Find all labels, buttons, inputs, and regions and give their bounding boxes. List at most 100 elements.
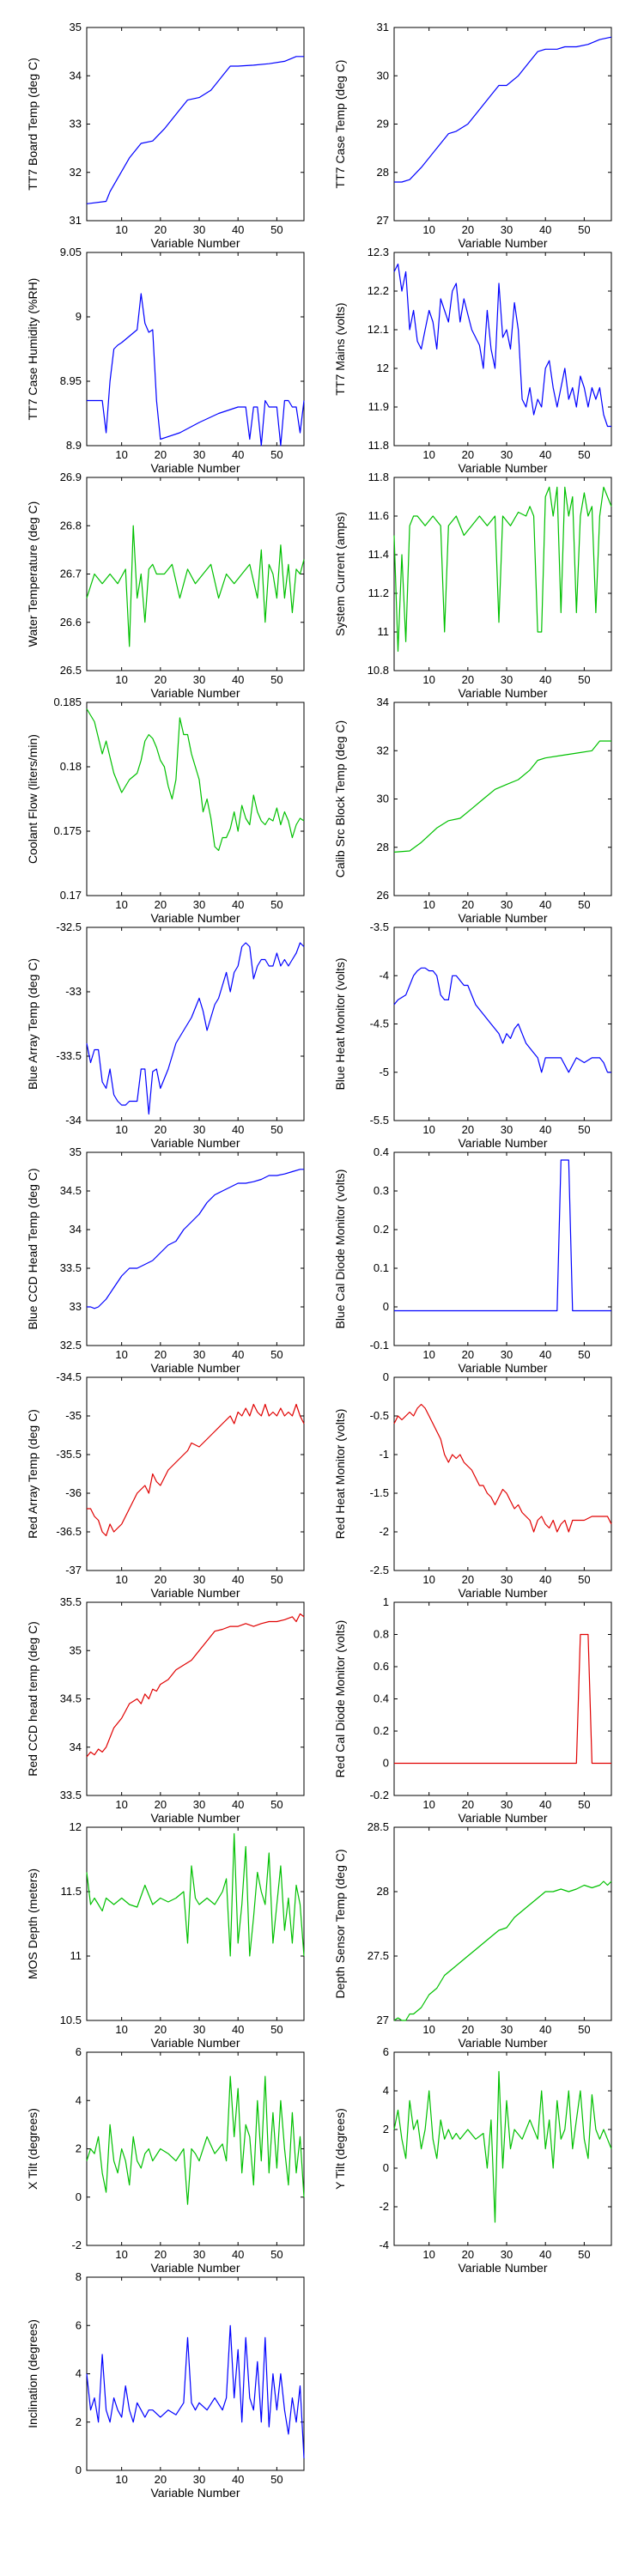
y-tick-label: -2.5 xyxy=(370,1564,389,1577)
x-tick-label: 30 xyxy=(193,448,205,461)
plot-area-frame xyxy=(393,1826,612,2021)
chart-panel-10: 10 20 30 40 50 -5.5 -5 -4.5 -4 -3.5 Variable Numbe… xyxy=(333,920,612,1150)
y-tick-label: 0.1 xyxy=(374,1261,389,1274)
x-tick-label: 20 xyxy=(155,448,167,461)
y-axis-label: TT7 Case Temp (deg C) xyxy=(333,60,347,189)
plot-area-frame xyxy=(393,1376,612,1571)
plot-area-frame xyxy=(86,2276,305,2471)
x-axis-label: Variable Number xyxy=(458,236,547,250)
x-axis-label: Variable Number xyxy=(458,1361,547,1375)
x-tick-label: 10 xyxy=(422,223,434,236)
x-tick-label: 50 xyxy=(270,1573,283,1586)
x-tick-label: 40 xyxy=(232,1573,244,1586)
y-tick-label: -4 xyxy=(379,2239,389,2251)
x-tick-label: 50 xyxy=(270,1798,283,1811)
x-tick-label: 50 xyxy=(578,1573,590,1586)
x-tick-label: 20 xyxy=(155,2023,167,2036)
y-tick-label: 30 xyxy=(377,69,389,82)
y-tick-label: 0 xyxy=(383,1757,389,1770)
y-tick-label: 4 xyxy=(76,2093,82,2106)
series-line xyxy=(393,740,611,853)
y-tick-label: 11 xyxy=(70,1949,82,1962)
plot-area-frame xyxy=(86,252,305,447)
x-tick-label: 20 xyxy=(462,448,474,461)
series-line xyxy=(393,1880,612,2021)
y-tick-label: 33.5 xyxy=(60,1261,82,1274)
y-axis-label: TT7 Board Temp (deg C) xyxy=(26,58,39,191)
chart-panel-9: 10 20 30 40 50 -34 -33.5 -33 -32.5 Variable Numbe… xyxy=(26,920,305,1150)
x-tick-label: 50 xyxy=(578,448,590,461)
x-tick-label: 30 xyxy=(193,1573,205,1586)
x-tick-label: 40 xyxy=(539,1573,551,1586)
y-tick-label: 2 xyxy=(383,2123,389,2136)
y-tick-label: 0.4 xyxy=(374,1145,389,1158)
x-tick-label: 30 xyxy=(193,673,205,686)
plot-area-frame xyxy=(86,702,305,896)
x-tick-label: 20 xyxy=(155,2473,167,2486)
x-tick-label: 30 xyxy=(193,2023,205,2036)
series-line xyxy=(86,2075,305,2205)
y-tick-label: 27 xyxy=(377,2014,389,2026)
x-tick-label: 10 xyxy=(422,673,434,686)
y-tick-label: 8 xyxy=(76,2270,82,2283)
y-tick-label: 31 xyxy=(377,21,389,33)
series-line xyxy=(86,942,305,1115)
x-tick-label: 10 xyxy=(422,1573,434,1586)
y-tick-label: 0.8 xyxy=(374,1628,389,1641)
y-axis-label: TT7 Mains (volts) xyxy=(333,302,347,395)
x-axis-label: Variable Number xyxy=(458,461,547,475)
y-tick-label: -33 xyxy=(65,985,82,998)
y-tick-label: -5.5 xyxy=(370,1114,389,1127)
x-tick-label: 40 xyxy=(232,448,244,461)
x-tick-label: 40 xyxy=(539,1123,551,1136)
y-tick-label: 0 xyxy=(76,2464,82,2476)
x-tick-label: 10 xyxy=(422,1798,434,1811)
x-tick-label: 20 xyxy=(462,1573,474,1586)
chart-panel-13: 10 20 30 40 50 -37 -36.5 -36 -35.5 -35 -34.5 Variab… xyxy=(26,1370,305,1600)
y-tick-label: 11.2 xyxy=(368,586,389,599)
x-tick-label: 30 xyxy=(501,1348,513,1361)
y-tick-label: 11.8 xyxy=(368,471,389,483)
x-axis-label: Variable Number xyxy=(150,911,240,925)
chart-panel-18: 10 20 30 40 50 27 27.5 28 28.5 Variable Number Dep… xyxy=(333,1820,612,2050)
y-tick-label: 26.7 xyxy=(60,568,82,580)
x-tick-label: 40 xyxy=(539,1348,551,1361)
x-tick-label: 40 xyxy=(232,1348,244,1361)
x-tick-label: 30 xyxy=(193,223,205,236)
plot-area-frame xyxy=(393,477,612,671)
x-tick-label: 40 xyxy=(539,673,551,686)
series-line xyxy=(393,263,611,428)
chart-panel-7: 10 20 30 40 50 0.17 0.175 0.18 0.185 Variable Num… xyxy=(26,696,305,925)
y-tick-label: -0.2 xyxy=(370,1789,389,1801)
y-tick-label: 28 xyxy=(377,166,389,179)
x-axis-label: Variable Number xyxy=(150,686,240,700)
x-tick-label: 50 xyxy=(578,1348,590,1361)
x-tick-label: 20 xyxy=(155,1348,167,1361)
x-axis-label: Variable Number xyxy=(458,1586,547,1600)
x-axis-label: Variable Number xyxy=(150,1136,240,1150)
x-tick-label: 30 xyxy=(501,1798,513,1811)
chart-panel-17: 10 20 30 40 50 10.5 11 11.5 12 Variable Number MOS… xyxy=(26,1820,305,2050)
y-tick-label: 26.9 xyxy=(60,471,82,483)
y-tick-label: 9 xyxy=(76,310,82,323)
x-tick-label: 50 xyxy=(578,673,590,686)
y-tick-label: 0.4 xyxy=(374,1692,389,1705)
x-tick-label: 30 xyxy=(501,448,513,461)
y-tick-label: 0 xyxy=(383,1300,389,1313)
y-tick-label: 0.18 xyxy=(60,760,82,773)
y-tick-label: 34 xyxy=(377,696,389,708)
plot-area-frame xyxy=(86,2051,305,2246)
y-tick-label: -1 xyxy=(379,1448,389,1461)
y-axis-label: Blue Heat Monitor (volts) xyxy=(333,957,347,1090)
y-tick-label: 12.2 xyxy=(368,284,389,297)
x-tick-label: 50 xyxy=(578,2023,590,2036)
chart-panel-21: 10 20 30 40 50 0 2 4 6 8 Variable Number Inclinatio… xyxy=(26,2270,305,2500)
x-tick-label: 30 xyxy=(501,673,513,686)
x-tick-label: 40 xyxy=(232,673,244,686)
x-tick-label: 30 xyxy=(193,1798,205,1811)
x-tick-label: 10 xyxy=(115,2248,127,2261)
x-axis-label: Variable Number xyxy=(150,2486,240,2500)
y-axis-label: Water Temperature (deg C) xyxy=(26,501,39,647)
plot-area-frame xyxy=(393,2051,612,2246)
